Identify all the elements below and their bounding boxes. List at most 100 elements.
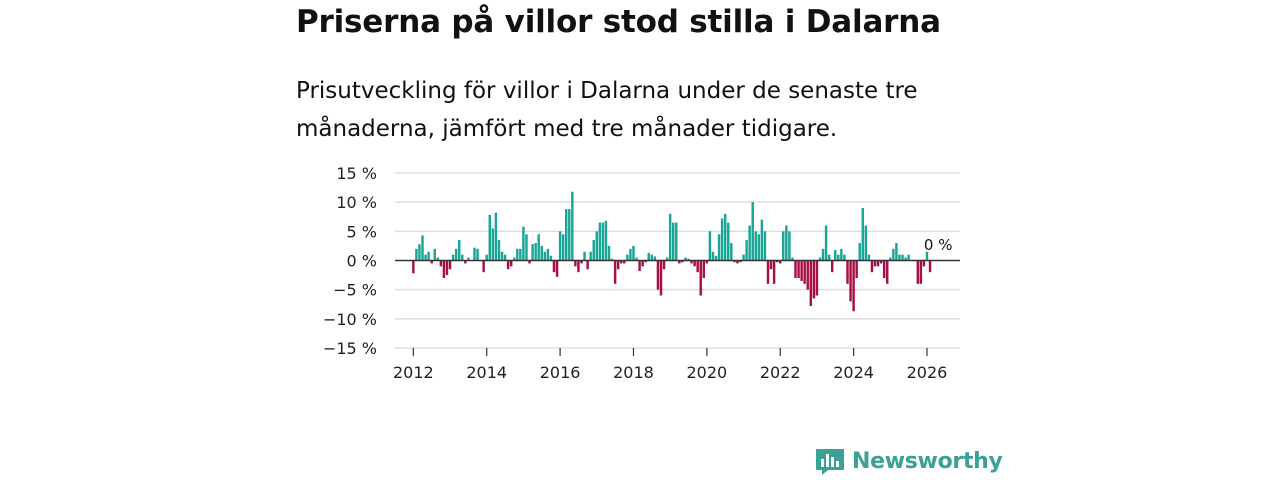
bar xyxy=(650,254,654,261)
bar xyxy=(632,245,635,261)
bar xyxy=(806,260,809,290)
chart-title: Priserna på villor stod stilla i Dalarna xyxy=(296,4,941,40)
x-axis: 2012 2014 2016 2018 2020 2022 2024 2026 xyxy=(393,348,947,382)
bar xyxy=(886,260,889,284)
bar xyxy=(457,240,461,261)
y-tick-label: 5 % xyxy=(347,222,377,241)
bar xyxy=(668,213,672,261)
bar-chart: 15 %10 %5 %0 %−5 %−10 %−15 % 2012 2014 201… xyxy=(323,164,960,382)
bar xyxy=(818,257,822,261)
bar xyxy=(528,260,531,264)
bar xyxy=(834,250,837,261)
bar xyxy=(430,260,433,264)
bar xyxy=(519,248,522,261)
bar xyxy=(720,218,724,261)
bar xyxy=(436,257,440,261)
bar xyxy=(433,248,436,261)
bar xyxy=(583,251,586,261)
bar xyxy=(610,258,614,261)
bar xyxy=(629,248,632,261)
bar xyxy=(607,245,611,261)
y-tick-label: 0 % xyxy=(347,252,377,271)
bar xyxy=(485,254,488,261)
bar xyxy=(766,260,770,284)
chart-subtitle: Prisutveckling för villor i Dalarna unde… xyxy=(296,78,918,142)
bar xyxy=(421,235,424,261)
bar xyxy=(772,260,776,284)
bar xyxy=(448,260,452,270)
bar xyxy=(852,260,855,312)
bar xyxy=(727,222,730,261)
x-tick-label: 2024 xyxy=(833,363,874,382)
bar xyxy=(892,248,895,261)
bar xyxy=(635,257,638,261)
bar xyxy=(665,257,669,261)
bar xyxy=(549,255,553,261)
bar xyxy=(898,254,901,261)
bar xyxy=(442,260,446,278)
bar xyxy=(754,231,757,261)
x-tick-label: 2020 xyxy=(686,363,727,382)
bar xyxy=(895,243,898,261)
bar xyxy=(867,254,871,261)
bar xyxy=(439,260,443,267)
bar xyxy=(647,252,650,261)
bar xyxy=(598,222,602,261)
bar xyxy=(516,248,519,261)
bar xyxy=(791,257,794,261)
bar xyxy=(797,260,800,278)
bar xyxy=(672,222,675,261)
bar xyxy=(604,220,608,261)
bar xyxy=(427,251,430,261)
bar xyxy=(916,260,920,284)
bar xyxy=(445,260,449,276)
bar xyxy=(638,260,641,271)
bar xyxy=(769,260,773,270)
bar xyxy=(870,260,874,273)
bar xyxy=(659,260,663,296)
bar xyxy=(506,260,510,270)
bar xyxy=(861,208,864,261)
bar xyxy=(488,215,492,261)
y-tick-label: 10 % xyxy=(336,193,377,212)
bar xyxy=(662,260,666,270)
bar xyxy=(775,260,779,263)
bar xyxy=(858,243,861,261)
bar xyxy=(699,260,702,296)
bar xyxy=(843,254,846,261)
bar xyxy=(919,260,923,284)
bar xyxy=(736,260,739,264)
bar xyxy=(760,219,764,261)
bar xyxy=(925,251,929,261)
y-tick-label: −10 % xyxy=(323,310,377,329)
bar xyxy=(491,228,495,261)
x-tick-label: 2026 xyxy=(907,363,948,382)
bar xyxy=(846,260,849,284)
bar xyxy=(586,260,589,270)
bar xyxy=(552,260,556,273)
bar xyxy=(873,260,877,267)
bar xyxy=(613,260,617,284)
bar xyxy=(928,260,932,273)
bar xyxy=(809,260,813,306)
bar xyxy=(620,260,623,264)
bar xyxy=(763,231,767,261)
bar xyxy=(577,260,580,273)
x-tick-label: 2012 xyxy=(393,363,434,382)
bar xyxy=(412,260,415,274)
bar xyxy=(827,254,831,261)
bar xyxy=(418,244,421,261)
bar xyxy=(534,243,537,261)
bar xyxy=(800,260,803,281)
newsworthy-logo[interactable]: Newsworthy xyxy=(815,446,1003,476)
bar xyxy=(467,257,470,261)
x-tick-label: 2014 xyxy=(466,363,507,382)
bar xyxy=(494,212,498,261)
bars xyxy=(412,191,932,312)
bar xyxy=(879,260,883,264)
bar xyxy=(830,260,834,273)
brand-name[interactable]: Newsworthy xyxy=(852,448,1003,474)
bar xyxy=(653,256,657,261)
bar xyxy=(739,260,742,263)
bar xyxy=(922,260,926,267)
